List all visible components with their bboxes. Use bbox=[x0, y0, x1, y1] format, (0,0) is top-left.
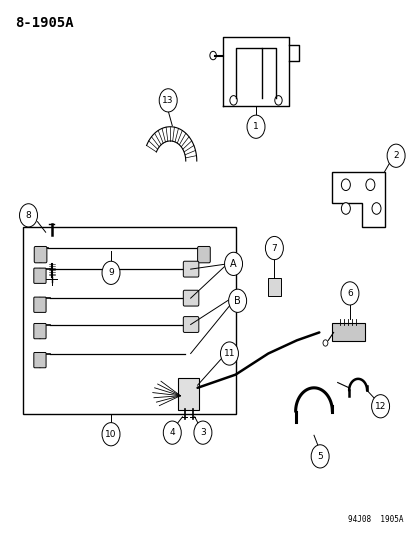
Text: 9: 9 bbox=[108, 268, 114, 277]
Circle shape bbox=[19, 204, 38, 227]
Circle shape bbox=[102, 261, 120, 285]
Circle shape bbox=[209, 51, 216, 60]
Polygon shape bbox=[331, 172, 384, 227]
Circle shape bbox=[220, 342, 238, 365]
Text: 5: 5 bbox=[316, 452, 322, 461]
FancyBboxPatch shape bbox=[34, 268, 46, 284]
Text: 3: 3 bbox=[199, 428, 205, 437]
FancyBboxPatch shape bbox=[34, 246, 47, 263]
Polygon shape bbox=[46, 248, 61, 264]
Text: 12: 12 bbox=[374, 402, 385, 411]
Circle shape bbox=[340, 282, 358, 305]
Text: 94J08  1905A: 94J08 1905A bbox=[347, 515, 402, 524]
Text: 4: 4 bbox=[169, 428, 175, 437]
FancyBboxPatch shape bbox=[332, 324, 365, 342]
Circle shape bbox=[224, 252, 242, 276]
FancyBboxPatch shape bbox=[34, 352, 46, 368]
FancyBboxPatch shape bbox=[267, 278, 280, 295]
Circle shape bbox=[274, 95, 282, 105]
FancyBboxPatch shape bbox=[23, 227, 235, 414]
Circle shape bbox=[341, 203, 349, 214]
FancyBboxPatch shape bbox=[34, 324, 46, 339]
Text: 1: 1 bbox=[252, 122, 258, 131]
Text: A: A bbox=[230, 259, 236, 269]
Circle shape bbox=[159, 89, 177, 112]
FancyBboxPatch shape bbox=[197, 246, 210, 263]
Text: B: B bbox=[234, 296, 240, 306]
Circle shape bbox=[247, 115, 264, 139]
FancyBboxPatch shape bbox=[183, 290, 198, 306]
FancyBboxPatch shape bbox=[34, 297, 46, 312]
Text: 8-1905A: 8-1905A bbox=[15, 16, 74, 30]
Text: 8: 8 bbox=[26, 211, 31, 220]
Circle shape bbox=[193, 421, 211, 444]
Circle shape bbox=[371, 203, 380, 214]
FancyBboxPatch shape bbox=[47, 232, 57, 245]
Text: 2: 2 bbox=[392, 151, 398, 160]
Circle shape bbox=[311, 445, 328, 468]
Text: 13: 13 bbox=[162, 96, 173, 105]
FancyBboxPatch shape bbox=[178, 378, 198, 410]
Text: 10: 10 bbox=[105, 430, 116, 439]
Text: 11: 11 bbox=[223, 349, 235, 358]
Circle shape bbox=[228, 289, 246, 312]
Circle shape bbox=[341, 179, 349, 191]
Circle shape bbox=[163, 421, 181, 444]
Circle shape bbox=[386, 144, 404, 167]
Circle shape bbox=[229, 95, 237, 105]
Text: 6: 6 bbox=[346, 289, 352, 298]
Circle shape bbox=[322, 340, 327, 346]
FancyBboxPatch shape bbox=[183, 261, 198, 277]
Text: 7: 7 bbox=[271, 244, 277, 253]
Circle shape bbox=[102, 423, 120, 446]
Circle shape bbox=[265, 237, 282, 260]
Circle shape bbox=[371, 394, 389, 418]
Circle shape bbox=[365, 179, 374, 191]
FancyBboxPatch shape bbox=[183, 317, 198, 333]
